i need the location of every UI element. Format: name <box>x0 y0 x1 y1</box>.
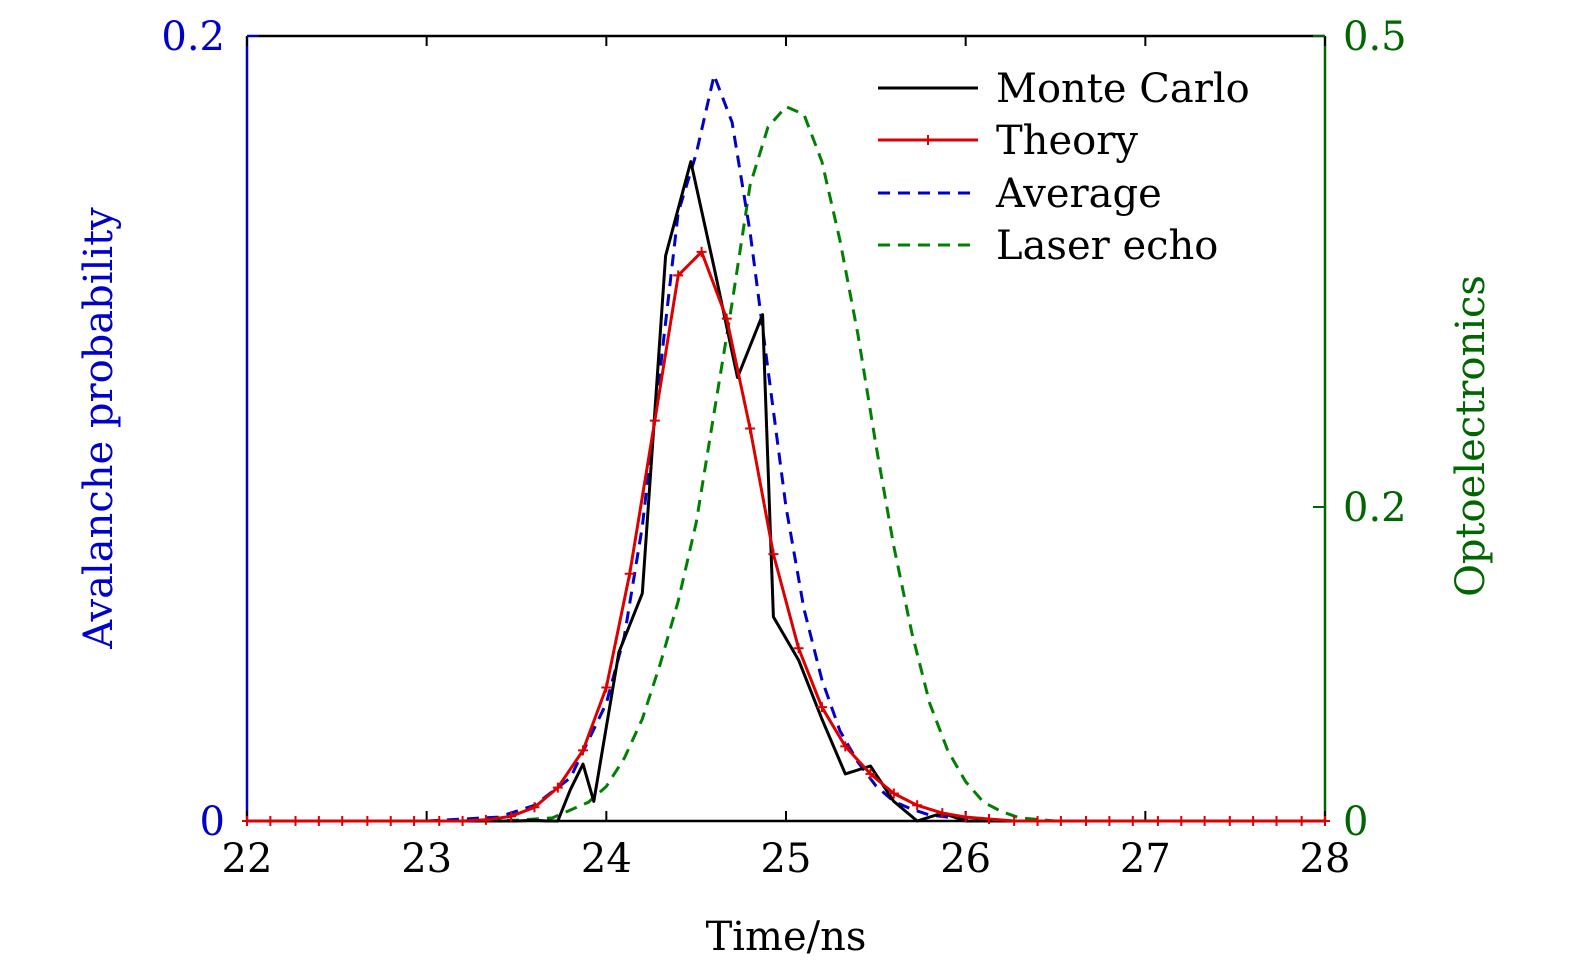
series-line-average <box>247 73 1325 823</box>
theory-point <box>888 788 899 799</box>
x-tick-label: 25 <box>761 836 812 882</box>
theory-point <box>1248 816 1259 826</box>
theory-point <box>816 702 827 713</box>
theory-point <box>624 568 635 579</box>
series-line-laser-echo <box>247 105 1325 823</box>
theory-point <box>649 415 660 426</box>
theory-point <box>409 816 420 826</box>
legend-marker-theory <box>923 135 933 145</box>
y-right-tick-label: 0 <box>1343 799 1368 845</box>
theory-point <box>577 745 588 756</box>
theory-point <box>960 812 971 823</box>
x-tick-label: 27 <box>1120 836 1171 882</box>
legend-label-monte-carlo: Monte Carlo <box>996 66 1250 112</box>
y-right-tick-label: 0.2 <box>1343 485 1407 531</box>
theory-point <box>1127 816 1138 826</box>
theory-point <box>385 816 396 826</box>
x-tick-label: 24 <box>581 836 632 882</box>
legend-label-laser-echo: Laser echo <box>996 223 1218 269</box>
x-tick-label: 23 <box>401 836 452 882</box>
theory-point <box>1009 816 1020 826</box>
theory-point <box>1296 816 1307 826</box>
theory-point <box>1271 816 1282 826</box>
theory-point <box>912 800 923 811</box>
series-line-theory <box>247 250 1325 823</box>
theory-point <box>1081 816 1092 826</box>
theory-point <box>673 270 684 281</box>
y-right-tick-label: 0.5 <box>1343 14 1407 60</box>
theory-point <box>529 802 540 813</box>
theory-point <box>1224 816 1235 826</box>
legend-label-theory: Theory <box>996 118 1138 164</box>
theory-point <box>242 816 252 826</box>
theory-point <box>552 782 563 793</box>
theory-point <box>1320 816 1330 826</box>
theory-point <box>1176 816 1187 826</box>
right-y-axis-title: Optoelectronics <box>1448 275 1494 597</box>
x-tick-label: 28 <box>1300 836 1351 882</box>
theory-point <box>840 741 851 752</box>
x-tick-label: 22 <box>222 836 273 882</box>
theory-point <box>1032 816 1043 826</box>
theory-point <box>696 246 707 257</box>
theory-point <box>480 814 491 825</box>
theory-point <box>865 768 876 779</box>
theory-point <box>313 816 324 826</box>
theory-point <box>984 814 995 825</box>
x-axis-title: Time/ns <box>706 914 867 960</box>
x-tick-label: 26 <box>940 836 991 882</box>
legend-label-average: Average <box>995 171 1162 217</box>
theory-point <box>434 816 445 826</box>
y-left-tick-label: 0 <box>200 799 225 845</box>
theory-point <box>793 643 804 654</box>
theory-point <box>1152 816 1163 826</box>
theory-point <box>937 808 948 819</box>
theory-point <box>265 816 276 826</box>
theory-point <box>506 811 517 822</box>
theory-point <box>601 682 612 693</box>
theory-point <box>362 816 373 826</box>
theory-point <box>768 549 779 560</box>
theory-point <box>457 816 468 826</box>
theory-point <box>290 816 301 826</box>
theory-point <box>1104 816 1115 826</box>
left-y-axis-title: Avalanche probability <box>76 207 122 650</box>
theory-point <box>745 423 756 434</box>
theory-point <box>337 816 348 826</box>
y-left-tick-label: 0.2 <box>161 14 225 60</box>
legend: Monte Carlo Theory Average Laser echo <box>878 66 1250 269</box>
theory-point <box>721 313 732 324</box>
theory-point <box>1055 816 1066 826</box>
theory-point <box>1199 816 1210 826</box>
